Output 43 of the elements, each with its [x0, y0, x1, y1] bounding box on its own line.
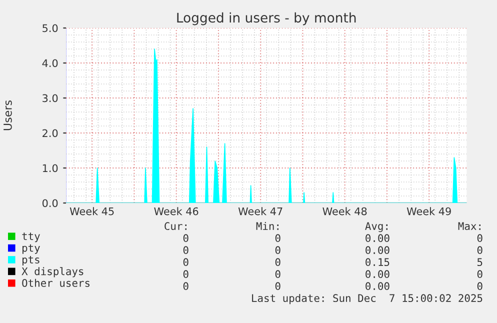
text: 0 — [275, 234, 280, 242]
y-tick-label: 4.0 — [42, 59, 58, 68]
text: 0 — [275, 282, 280, 290]
text: 5 — [477, 258, 482, 266]
text: Max: — [458, 222, 480, 230]
y-axis-title: Users — [4, 100, 12, 130]
text: 0 — [183, 270, 188, 278]
text: 0.15 — [366, 258, 390, 266]
text: Last update: Sun Dec 7 15:00:02 2025 — [252, 294, 482, 304]
legend-label: Other users — [22, 278, 90, 287]
text: Avg: — [365, 222, 388, 232]
x-tick-label: Week 49 — [406, 207, 451, 216]
y-tick-label: 5.0 — [42, 24, 58, 32]
text: 0.00 — [366, 282, 390, 290]
x-tick-label: Week 45 — [70, 207, 114, 216]
legend-label: pty — [22, 244, 40, 254]
text: 0 — [275, 246, 280, 254]
text: 0 — [183, 246, 188, 254]
x-tick-label: Week 48 — [322, 207, 367, 216]
legend-label: X displays — [22, 267, 84, 278]
legend-label: pts — [22, 256, 40, 266]
y-tick-label: 3.0 — [42, 94, 58, 102]
text: Cur: — [164, 222, 186, 230]
text: 0.00 — [366, 270, 390, 278]
y-tick-label: 2.0 — [42, 129, 58, 138]
text: 0 — [477, 270, 482, 278]
text: 0 — [477, 246, 482, 254]
text: 0 — [275, 258, 280, 266]
text: 0 — [477, 234, 482, 242]
text: 0 — [275, 270, 280, 278]
legend-label: tty — [22, 232, 40, 242]
y-tick-label: 0.0 — [42, 199, 58, 208]
y-tick-label: 1.0 — [42, 164, 58, 172]
text: 0.00 — [366, 234, 390, 242]
text: 0 — [183, 282, 188, 290]
x-tick-label: Week 46 — [154, 207, 198, 216]
text: 0 — [183, 258, 188, 266]
x-tick-label: Week 47 — [238, 207, 282, 216]
chart-title: Logged in users - by month — [177, 12, 356, 26]
text: 0 — [477, 282, 482, 290]
text: 0.00 — [366, 246, 390, 254]
text: Min: — [256, 222, 278, 230]
text: 0 — [183, 234, 188, 242]
